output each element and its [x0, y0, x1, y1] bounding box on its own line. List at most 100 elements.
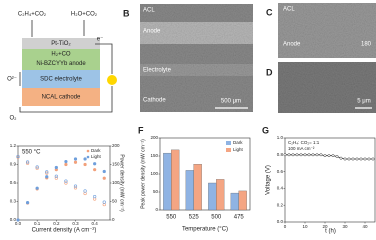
y-tick-label: 0.2 — [277, 202, 284, 207]
power-point — [45, 175, 49, 179]
x-tick-label: 30 — [342, 224, 348, 229]
power-point — [93, 168, 97, 172]
point — [291, 153, 295, 157]
legend-label: Light — [91, 154, 102, 159]
voltage-point — [54, 176, 58, 180]
x-tick-label: 0.3 — [72, 221, 79, 226]
voltage-point — [102, 200, 106, 204]
point — [311, 153, 315, 157]
point — [295, 153, 299, 157]
point — [335, 155, 339, 158]
x-tick-label: 475 — [234, 215, 245, 221]
sem-image-d — [278, 62, 376, 113]
legend-marker — [86, 155, 90, 159]
y-tick-label: 50 — [153, 189, 159, 194]
y-tick-label: 100 — [150, 171, 158, 176]
scale-label: 180 — [361, 42, 372, 48]
bar — [208, 182, 217, 211]
schematic-label: H₂O+CO₂ — [71, 12, 98, 18]
point — [287, 153, 291, 157]
y2-axis-label: Power density (mW cm⁻²) — [119, 154, 125, 212]
voltage-point — [83, 189, 87, 193]
layer-label: ACL — [143, 8, 155, 14]
voltage-point — [45, 171, 49, 175]
x-axis-label: Temperature (°C) — [182, 227, 228, 233]
y-tick-label: 1.2 — [10, 143, 17, 148]
point — [339, 156, 343, 160]
annotation: C₂H₄: CO₂= 1:1 — [288, 140, 320, 145]
point — [315, 153, 319, 157]
bar — [171, 149, 180, 211]
schematic-label: e⁻ — [97, 37, 104, 43]
power-point — [16, 218, 20, 222]
x-tick-label: 40 — [362, 224, 368, 229]
power-point — [73, 160, 78, 164]
x-tick-label: 0.0 — [15, 221, 22, 226]
point — [303, 153, 307, 157]
power-point — [64, 162, 68, 167]
y-tick-label: 0.3 — [10, 199, 17, 204]
voltage-point — [25, 160, 30, 164]
point — [327, 154, 331, 158]
sem-image-c — [278, 3, 376, 58]
point — [299, 153, 303, 157]
point — [347, 157, 351, 161]
panel-letter: D — [266, 67, 273, 77]
point — [331, 154, 335, 158]
plot-frame — [284, 137, 376, 223]
panel-letter: C — [266, 7, 273, 17]
bar — [193, 164, 202, 211]
voltage-point — [73, 186, 78, 190]
x-axis-label: t (h) — [325, 229, 336, 235]
layer-label: Anode — [283, 42, 301, 48]
schematic-label: NCAL cathode — [42, 95, 81, 101]
schematic-label: Pt-TiO₂ — [51, 41, 71, 47]
point — [367, 157, 371, 161]
schematic-label: SDC electrolyte — [40, 77, 82, 83]
y-tick-label: 0.4 — [277, 186, 284, 191]
legend-swatch — [226, 148, 231, 152]
x-tick-label: 10 — [302, 224, 308, 229]
x-tick-label: 550 — [166, 215, 177, 221]
y-axis-label: Voltage (V) — [266, 165, 272, 195]
power-point — [102, 176, 106, 180]
sem-electrolyte-band — [140, 64, 253, 76]
y-tick-label: 0.0 — [277, 219, 284, 224]
point — [355, 157, 359, 161]
y2-tick-label: 150 — [112, 162, 120, 167]
legend-label: Dark — [233, 140, 243, 145]
voltage-point — [64, 181, 68, 185]
y-tick-label: 1.0 — [277, 135, 284, 140]
y-tick-label: 150 — [150, 153, 158, 158]
bar — [216, 179, 225, 211]
layer-label: Cathode — [143, 98, 166, 104]
point — [351, 157, 355, 161]
y2-tick-label: 100 — [112, 180, 120, 185]
legend-marker — [86, 149, 90, 153]
voltage-point — [25, 161, 30, 165]
annotation: 550 °C — [22, 150, 41, 156]
x-axis-label: Current density (A cm⁻²) — [32, 228, 97, 234]
power-point — [35, 186, 39, 190]
anode-layer — [22, 49, 100, 70]
schematic-label: O²⁻ — [7, 77, 17, 83]
panel-letter: G — [262, 125, 269, 135]
x-tick-label: 20 — [322, 224, 328, 229]
power-point — [83, 157, 87, 161]
electrolyte-layer — [22, 70, 100, 88]
annotation: 100 mA cm⁻² — [288, 146, 315, 151]
y2-tick-label: 200 — [112, 143, 120, 148]
x-tick-label: 500 — [211, 215, 222, 221]
layer-label: ACL — [283, 7, 295, 13]
sem-anode-band — [140, 22, 253, 44]
y-tick-label: 0.8 — [277, 152, 284, 157]
y-axis-label: Peak power density (mW cm⁻²) — [140, 139, 146, 209]
schematic-label: H₂+CO — [51, 52, 70, 58]
cathode-layer — [22, 88, 100, 106]
y2-tick-label: 0 — [112, 217, 115, 222]
schematic-label: Ni-BZCYYb anode — [36, 61, 86, 67]
legend-swatch — [226, 141, 231, 145]
y-tick-label: 200 — [150, 135, 158, 140]
bar — [185, 170, 194, 211]
